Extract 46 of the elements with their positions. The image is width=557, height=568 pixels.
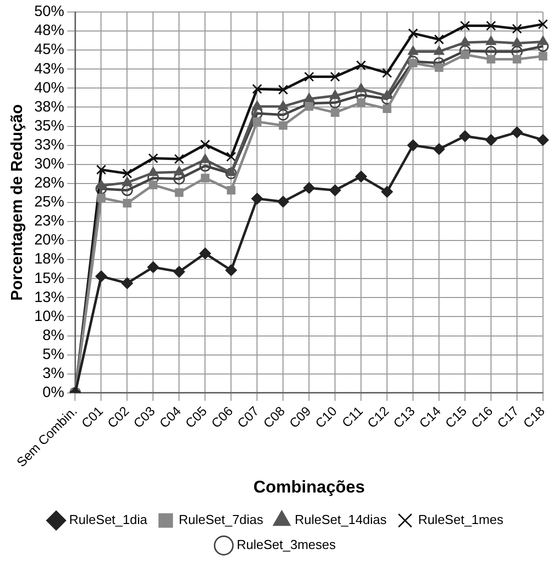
y-tick-label: 20%: [34, 232, 64, 249]
y-tick-label: 28%: [34, 174, 64, 192]
y-tick-label: 48%: [34, 22, 64, 40]
y-tick-label: 33%: [34, 136, 64, 154]
y-tick-label: 30%: [34, 155, 64, 172]
y-tick-label: 18%: [34, 250, 64, 268]
legend-label: RuleSet_7dias: [178, 512, 264, 528]
y-tick-label: 35%: [34, 117, 64, 134]
y-tick-label: 38%: [34, 98, 64, 116]
y-tick-label: 45%: [34, 41, 64, 58]
y-axis-title: Porcentagem de Redução: [9, 104, 26, 301]
y-tick-label: 8%: [42, 326, 64, 344]
y-tick-label: 25%: [34, 194, 64, 211]
x-tick-label: C11: [338, 403, 366, 430]
x-tick-label: C05: [182, 403, 210, 431]
legend-label: RuleSet_1dia: [69, 512, 148, 528]
x-tick-label: C18: [520, 403, 548, 431]
legend-label: RuleSet_3meses: [236, 537, 336, 552]
x-tick-label: C12: [364, 403, 392, 431]
y-tick-label: 50%: [34, 3, 64, 20]
y-tick-label: 23%: [34, 212, 64, 230]
x-tick-label: C09: [286, 403, 314, 431]
x-tick-label: C13: [390, 403, 418, 431]
x-tick-label: C02: [104, 403, 132, 431]
x-axis-title: Combinações: [253, 477, 365, 496]
x-tick-label: C04: [156, 403, 184, 431]
y-tick-label: 5%: [42, 346, 64, 363]
legend-label: RuleSet_14dias: [294, 512, 388, 528]
x-tick-label: C16: [468, 403, 496, 431]
x-tick-label: C07: [234, 403, 262, 431]
y-tick-label: 13%: [34, 288, 64, 306]
y-tick-label: 3%: [42, 364, 64, 382]
x-tick-label: C15: [442, 403, 470, 431]
x-tick-label: C01: [78, 403, 106, 431]
x-tick-label: C17: [494, 403, 522, 431]
x-tick-label: C14: [416, 403, 444, 431]
y-tick-label: 0%: [42, 384, 64, 402]
y-tick-label: 40%: [34, 79, 64, 96]
y-tick-label: 43%: [34, 60, 64, 78]
y-tick-label: 10%: [34, 308, 64, 325]
x-tick-label: C08: [260, 403, 288, 431]
legend-label: RuleSet_1mes: [418, 512, 504, 528]
x-tick-label: C10: [312, 403, 340, 431]
y-tick-label: 15%: [34, 270, 64, 287]
x-tick-label: C03: [130, 403, 158, 431]
x-tick-label: C06: [208, 403, 236, 431]
